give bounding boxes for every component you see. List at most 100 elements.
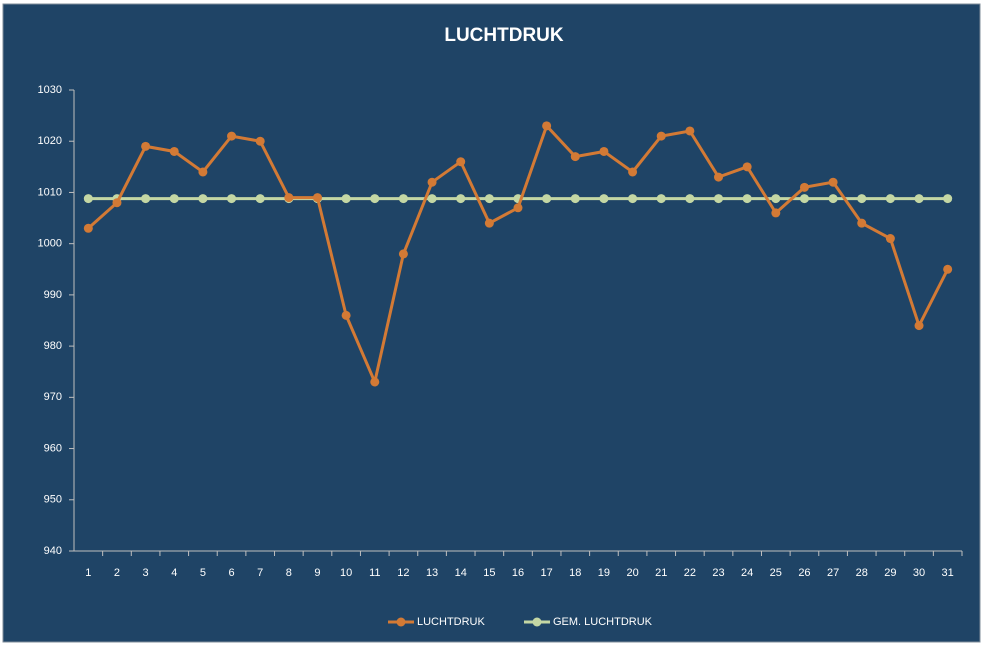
data-point bbox=[141, 194, 151, 204]
data-point bbox=[513, 203, 523, 213]
x-tick-label: 20 bbox=[626, 567, 638, 579]
data-point bbox=[169, 194, 179, 204]
x-tick-label: 14 bbox=[455, 567, 467, 579]
data-point bbox=[341, 194, 351, 204]
x-tick-label: 28 bbox=[856, 567, 868, 579]
data-point bbox=[370, 377, 380, 387]
data-point bbox=[656, 194, 666, 204]
x-tick-label: 27 bbox=[827, 567, 839, 579]
x-tick-label: 25 bbox=[770, 567, 782, 579]
data-point bbox=[341, 310, 351, 320]
x-tick-label: 7 bbox=[257, 567, 263, 579]
x-tick-label: 30 bbox=[913, 567, 925, 579]
data-point bbox=[255, 194, 265, 204]
y-tick-label: 980 bbox=[44, 340, 62, 352]
x-tick-label: 13 bbox=[426, 567, 438, 579]
chart-title: LUCHTDRUK bbox=[444, 25, 564, 46]
x-tick-label: 29 bbox=[884, 567, 896, 579]
chart-background bbox=[2, 3, 981, 643]
x-tick-label: 15 bbox=[483, 567, 495, 579]
data-point bbox=[141, 141, 151, 151]
data-point bbox=[628, 194, 638, 204]
x-tick-label: 3 bbox=[143, 567, 149, 579]
x-tick-label: 31 bbox=[942, 567, 954, 579]
data-point bbox=[714, 194, 724, 204]
data-point bbox=[771, 208, 781, 218]
data-point bbox=[542, 194, 552, 204]
data-point bbox=[685, 194, 695, 204]
data-point bbox=[370, 194, 380, 204]
data-point bbox=[570, 152, 580, 162]
legend-marker bbox=[396, 617, 406, 627]
data-point bbox=[484, 218, 494, 228]
data-point bbox=[456, 194, 466, 204]
x-tick-label: 12 bbox=[397, 567, 409, 579]
data-point bbox=[427, 177, 437, 187]
x-tick-label: 17 bbox=[541, 567, 553, 579]
legend-marker bbox=[532, 617, 542, 627]
data-point bbox=[914, 321, 924, 331]
data-point bbox=[857, 218, 867, 228]
data-point bbox=[742, 194, 752, 204]
x-tick-label: 19 bbox=[598, 567, 610, 579]
data-point bbox=[227, 131, 237, 141]
x-tick-label: 18 bbox=[569, 567, 581, 579]
x-tick-label: 9 bbox=[314, 567, 320, 579]
data-point bbox=[828, 177, 838, 187]
data-point bbox=[456, 157, 466, 167]
data-point bbox=[284, 193, 294, 203]
data-point bbox=[685, 126, 695, 136]
y-tick-label: 1010 bbox=[38, 186, 62, 198]
data-point bbox=[828, 194, 838, 204]
data-point bbox=[799, 194, 809, 204]
data-point bbox=[255, 136, 265, 146]
data-point bbox=[943, 264, 953, 274]
x-tick-label: 23 bbox=[712, 567, 724, 579]
data-point bbox=[742, 162, 752, 172]
x-tick-label: 24 bbox=[741, 567, 753, 579]
x-tick-label: 1 bbox=[85, 567, 91, 579]
data-point bbox=[570, 194, 580, 204]
data-point bbox=[198, 194, 208, 204]
x-tick-label: 26 bbox=[798, 567, 810, 579]
y-tick-label: 1020 bbox=[38, 135, 62, 147]
x-tick-label: 11 bbox=[369, 567, 380, 579]
x-tick-label: 16 bbox=[512, 567, 524, 579]
x-tick-label: 10 bbox=[340, 567, 352, 579]
data-point bbox=[83, 223, 93, 233]
data-point bbox=[427, 194, 437, 204]
data-point bbox=[83, 194, 93, 204]
y-tick-label: 1000 bbox=[38, 238, 62, 250]
x-tick-label: 6 bbox=[228, 567, 234, 579]
data-point bbox=[799, 182, 809, 192]
data-point bbox=[656, 131, 666, 141]
y-tick-label: 960 bbox=[44, 442, 62, 454]
x-tick-label: 5 bbox=[200, 567, 206, 579]
data-point bbox=[885, 194, 895, 204]
x-tick-label: 22 bbox=[684, 567, 696, 579]
x-tick-label: 8 bbox=[286, 567, 292, 579]
y-tick-label: 940 bbox=[44, 545, 62, 557]
x-tick-label: 2 bbox=[114, 567, 120, 579]
data-point bbox=[628, 167, 638, 177]
data-point bbox=[943, 194, 953, 204]
data-point bbox=[599, 194, 609, 204]
legend-label: LUCHTDRUK bbox=[417, 616, 486, 628]
y-tick-label: 950 bbox=[44, 494, 62, 506]
data-point bbox=[169, 146, 179, 156]
y-tick-label: 970 bbox=[44, 391, 62, 403]
data-point bbox=[599, 146, 609, 156]
x-tick-label: 21 bbox=[655, 567, 667, 579]
data-point bbox=[398, 194, 408, 204]
y-tick-label: 990 bbox=[44, 289, 62, 301]
data-point bbox=[714, 172, 724, 182]
data-point bbox=[914, 194, 924, 204]
legend-label: GEM. LUCHTDRUK bbox=[553, 616, 653, 628]
data-point bbox=[112, 198, 122, 208]
data-point bbox=[885, 234, 895, 244]
data-point bbox=[542, 121, 552, 131]
data-point bbox=[312, 193, 322, 203]
data-point bbox=[398, 249, 408, 259]
data-point bbox=[198, 167, 208, 177]
